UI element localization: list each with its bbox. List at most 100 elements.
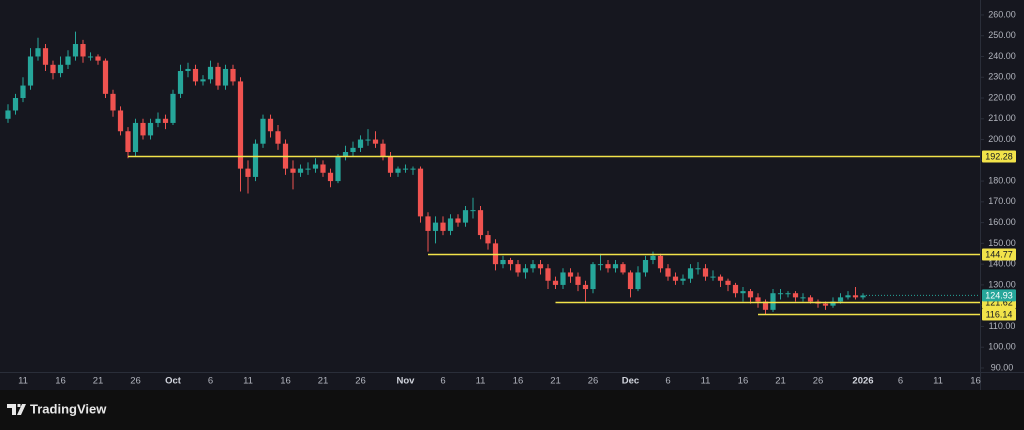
last-price-label: 124.93 bbox=[985, 290, 1013, 300]
candle-body bbox=[147, 122, 154, 136]
candle-body bbox=[387, 156, 394, 173]
candle-body bbox=[672, 276, 679, 281]
candle-body bbox=[230, 68, 236, 82]
candle-body bbox=[650, 255, 656, 260]
candle-body bbox=[575, 276, 581, 285]
time-axis: 11 16 21 26 Oct 6 11 16 21 26 Nov 6 11 16 21 26 Dec 6 11 16… bbox=[18, 376, 981, 387]
candle-body bbox=[102, 60, 109, 94]
candle-body bbox=[597, 264, 604, 266]
footer: TradingView bbox=[0, 390, 1024, 430]
candle-body bbox=[125, 131, 131, 153]
x-tick-label: 11 bbox=[243, 376, 253, 387]
candle-body bbox=[200, 79, 206, 82]
candle-body bbox=[680, 278, 686, 281]
candle-body bbox=[830, 301, 836, 306]
candle-body bbox=[710, 276, 716, 278]
y-tick-label: 110.00 bbox=[989, 321, 1016, 331]
candle-body bbox=[320, 164, 326, 173]
candle-body bbox=[35, 48, 41, 57]
y-tick-label: 180.00 bbox=[988, 175, 1016, 185]
candle-body bbox=[717, 276, 724, 281]
candle-body bbox=[860, 295, 866, 298]
candle-body bbox=[80, 44, 86, 57]
candle-body bbox=[342, 152, 349, 157]
candle-body bbox=[807, 297, 814, 302]
candle-body bbox=[785, 293, 791, 295]
candle-body bbox=[222, 68, 229, 86]
x-tick-label: 16 bbox=[513, 376, 524, 387]
candle-body bbox=[140, 122, 146, 136]
candle-body bbox=[522, 268, 529, 273]
candle-body bbox=[87, 56, 94, 58]
level-label: 121.62 bbox=[985, 297, 1013, 307]
candle-body bbox=[290, 168, 296, 173]
y-tick-label: 170.00 bbox=[988, 196, 1016, 206]
candle-body bbox=[485, 235, 491, 244]
candle-body bbox=[297, 168, 304, 173]
candle-body bbox=[755, 297, 761, 302]
candle-body bbox=[372, 139, 379, 144]
candle-body bbox=[545, 268, 551, 281]
candle-body bbox=[350, 147, 356, 153]
candle-body bbox=[605, 264, 611, 269]
candle-body bbox=[170, 93, 176, 123]
candle-body bbox=[455, 218, 461, 223]
x-tick-label: 16 bbox=[970, 376, 981, 387]
candle-body bbox=[327, 172, 334, 182]
candle-body bbox=[687, 268, 694, 279]
candle-body bbox=[185, 68, 191, 72]
y-tick-label: 220.00 bbox=[988, 92, 1016, 102]
y-tick-label: 200.00 bbox=[988, 134, 1016, 144]
candle-body bbox=[440, 222, 446, 231]
candle-body bbox=[12, 98, 19, 111]
last-price-box bbox=[982, 289, 1016, 302]
y-tick-label: 230.00 bbox=[988, 72, 1016, 82]
x-tick-label: 11 bbox=[933, 376, 943, 387]
candle-body bbox=[837, 297, 844, 302]
x-tick-label: 11 bbox=[18, 376, 28, 387]
candle-body bbox=[275, 131, 281, 144]
candle-body bbox=[162, 118, 169, 123]
level-label-box bbox=[982, 248, 1016, 261]
candle-body bbox=[50, 64, 56, 74]
brand-logo bbox=[7, 404, 26, 415]
candle-body bbox=[245, 168, 251, 177]
candle-body bbox=[740, 291, 746, 294]
candle-body bbox=[65, 56, 71, 65]
candle-body bbox=[500, 259, 506, 265]
candle-body bbox=[732, 284, 739, 294]
candle-body bbox=[267, 118, 274, 132]
x-tick-label: 11 bbox=[701, 376, 711, 387]
x-tick-label: 16 bbox=[280, 376, 291, 387]
candle-body bbox=[845, 295, 851, 298]
candle-body bbox=[305, 168, 311, 170]
candle-body bbox=[365, 139, 371, 141]
x-tick-label: 21 bbox=[550, 376, 561, 387]
candle-body bbox=[132, 122, 139, 153]
candle-body bbox=[20, 85, 26, 99]
candle-body bbox=[627, 272, 634, 290]
candle-body bbox=[567, 272, 574, 277]
x-tick-label: 16 bbox=[738, 376, 749, 387]
candle-body bbox=[702, 268, 709, 277]
x-tick-label: 26 bbox=[130, 376, 141, 387]
candle-body bbox=[582, 284, 589, 290]
y-tick-label: 210.00 bbox=[988, 113, 1016, 123]
candle-body bbox=[192, 68, 199, 82]
candle-body bbox=[695, 268, 701, 270]
candle-body bbox=[380, 143, 386, 157]
candle-body bbox=[215, 66, 221, 86]
x-tick-label: 21 bbox=[775, 376, 786, 387]
candle-body bbox=[530, 264, 536, 269]
candle-body bbox=[237, 81, 244, 169]
y-tick-label: 90.00 bbox=[991, 362, 1014, 372]
candle-body bbox=[207, 66, 214, 80]
candle-body bbox=[432, 222, 439, 231]
candle-body bbox=[357, 139, 364, 148]
candle-body bbox=[395, 168, 401, 173]
candle-body bbox=[95, 56, 101, 61]
candle-body bbox=[110, 93, 116, 111]
y-tick-label: 240.00 bbox=[988, 51, 1016, 61]
candle-body bbox=[477, 210, 484, 236]
chart-background bbox=[0, 0, 1024, 390]
